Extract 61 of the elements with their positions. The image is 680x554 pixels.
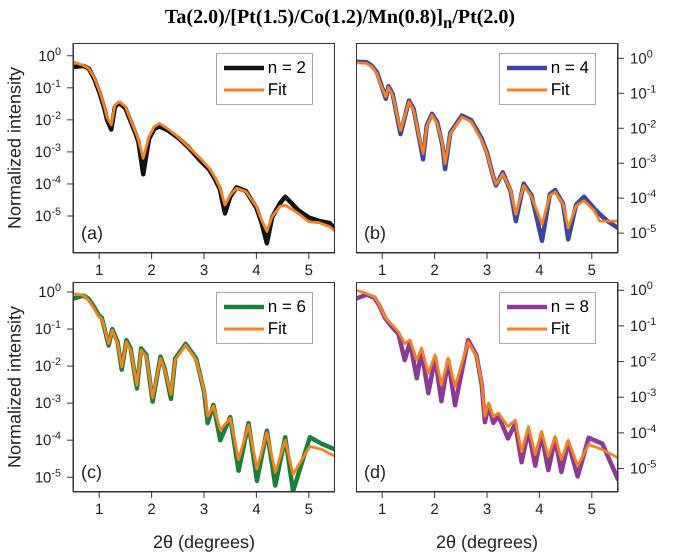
y-tick-label: 10$^{-5}$	[34, 206, 61, 225]
x-tick-label: 1	[95, 501, 104, 518]
y2-tick-label: 10$^{-3}$	[630, 153, 656, 172]
y2-tick-label: 10$^{-4}$	[630, 188, 656, 208]
legend-label: n = 8	[550, 296, 589, 318]
y-tick-label: 10$^{-3}$	[34, 393, 61, 412]
y2-tick-label: 10$^{-4}$	[630, 422, 656, 442]
y-tick-label: 10$^{-1}$	[34, 319, 61, 338]
x-tick-label: 3	[482, 501, 492, 518]
legend-label: Fit	[268, 318, 287, 340]
x-tick-label: 2	[430, 262, 439, 279]
y-tick-label: 10$^{-2}$	[34, 356, 61, 376]
legend-label: Fit	[550, 79, 570, 101]
legend-label: Fit	[268, 79, 287, 101]
legend-label: n = 6	[268, 296, 306, 318]
y2-tick-label: 10$^{0}$	[630, 280, 653, 300]
x-tick-label: 5	[588, 501, 596, 518]
x-tick-label: 4	[252, 262, 261, 279]
y2-tick-label: 10$^{-5}$	[630, 458, 656, 478]
legend-label: n = 2	[268, 57, 306, 79]
y-axis-title: Normalized intensity	[4, 306, 24, 468]
y-tick-label: 10$^{-4}$	[34, 174, 61, 193]
y2-tick-label: 10$^{-3}$	[630, 387, 656, 406]
annotation: (d)	[364, 462, 386, 483]
annotation: (c)	[81, 462, 102, 483]
x-tick-label: 2	[430, 501, 439, 518]
x-tick-label: 1	[378, 262, 386, 279]
x-tick-label: 4	[535, 262, 544, 279]
y2-tick-label: 10$^{0}$	[630, 48, 653, 68]
x-tick-label: 2	[147, 501, 156, 518]
x-tick-label: 3	[482, 262, 492, 279]
y2-tick-label: 10$^{-2}$	[630, 352, 656, 371]
y2-tick-label: 10$^{-1}$	[630, 83, 656, 102]
y2-tick-label: 10$^{-5}$	[630, 223, 656, 242]
y-tick-label: 10$^{-4}$	[34, 430, 61, 450]
x-tick-label: 1	[378, 501, 386, 518]
chart-title: Ta(2.0)/[Pt(1.5)/Co(1.2)/Mn(0.8)]$_{n}$/Pt(2.0)	[164, 6, 516, 33]
x-tick-label: 2	[147, 262, 156, 279]
x-tick-label: 5	[588, 262, 596, 279]
y-tick-label: 10$^{-2}$	[34, 110, 61, 129]
annotation: (b)	[364, 223, 386, 244]
y-tick-label: 10$^{0}$	[38, 282, 61, 301]
annotation: (a)	[81, 223, 103, 244]
x-tick-label: 3	[200, 262, 208, 279]
x-tick-label: 1	[95, 262, 104, 279]
x-tick-label: 3	[200, 501, 208, 518]
x-tick-label: 5	[304, 501, 313, 518]
x-tick-label: 4	[252, 501, 261, 518]
y-tick-label: 10$^{-1}$	[34, 78, 61, 97]
x-tick-label: 4	[535, 501, 544, 518]
y-tick-label: 10$^{0}$	[38, 46, 61, 65]
y2-tick-label: 10$^{-2}$	[630, 118, 656, 138]
x-axis-title: 2θ (degrees)	[152, 532, 256, 552]
y-tick-label: 10$^{-5}$	[34, 467, 61, 486]
x-axis-title: 2θ (degrees)	[436, 532, 538, 552]
y-axis-title: Normalized intensity	[4, 66, 24, 230]
x-tick-label: 5	[304, 262, 313, 279]
y-tick-label: 10$^{-3}$	[34, 142, 61, 161]
y2-tick-label: 10$^{-1}$	[630, 316, 656, 335]
legend-label: n = 4	[550, 57, 589, 79]
legend-label: Fit	[550, 318, 570, 340]
